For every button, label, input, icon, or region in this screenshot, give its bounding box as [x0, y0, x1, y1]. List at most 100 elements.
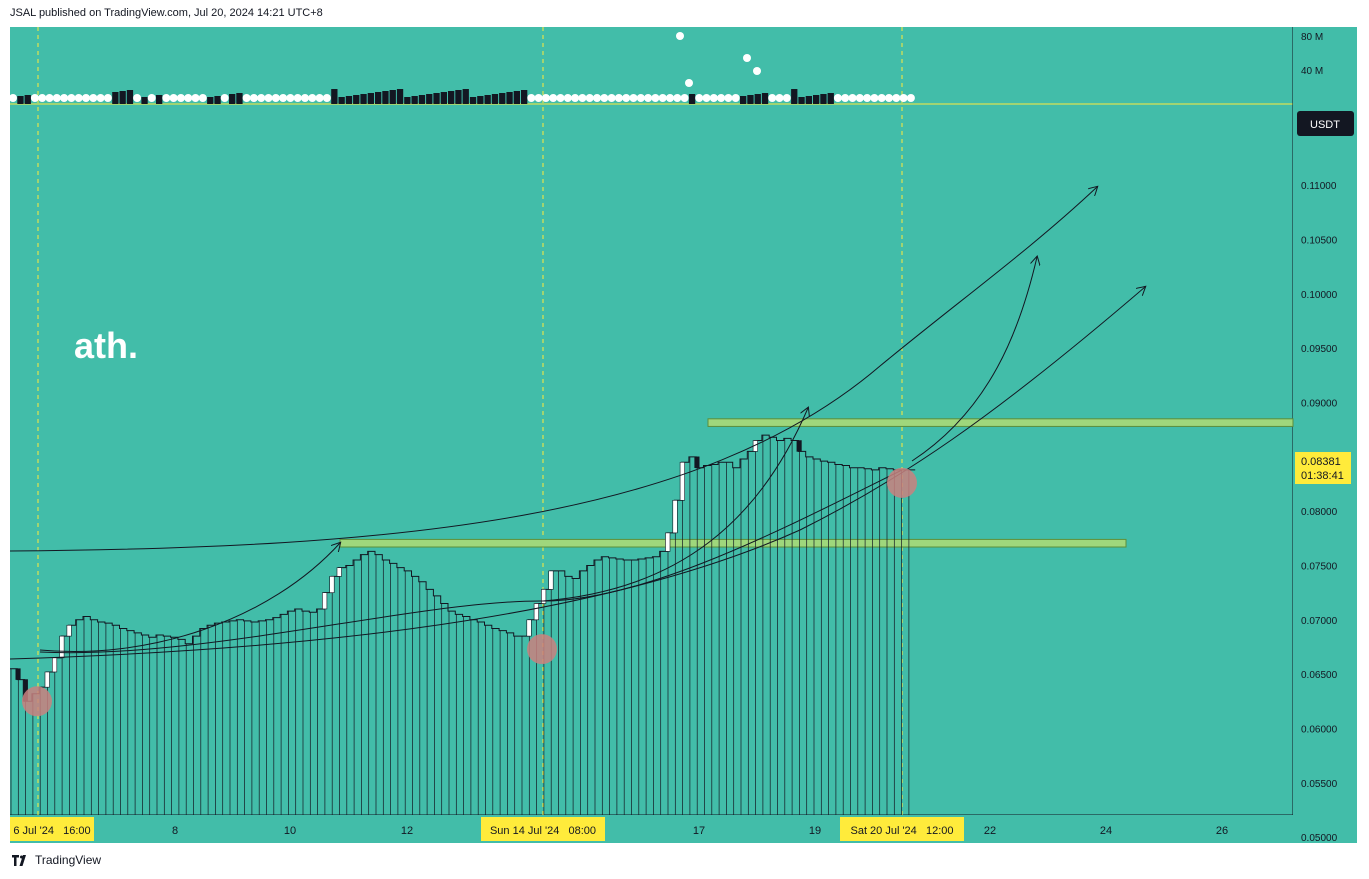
- volume-dot-75: [556, 94, 565, 102]
- x-label-7: Sat 20 Jul '24 12:00: [850, 825, 953, 837]
- volume-dot-91: [673, 94, 682, 102]
- price-tick-11: 0.06000: [1301, 724, 1338, 735]
- volume-bar-28: [214, 96, 221, 104]
- price-tick-1: 0.11000: [1301, 181, 1337, 192]
- volume-dot-38: [286, 94, 295, 102]
- volume-bar-61: [455, 90, 462, 104]
- x-label-6: 19: [809, 825, 821, 837]
- volume-dot-71: [527, 94, 536, 102]
- candle-45: [336, 567, 342, 577]
- volume-dot-81: [600, 94, 609, 102]
- volume-axis: 80 M 40 M: [1301, 32, 1323, 77]
- volume-bar-111: [820, 94, 827, 104]
- x-label-bg-4: [481, 817, 605, 841]
- tradingview-logo-icon: [12, 854, 26, 866]
- volume-bar-63: [469, 97, 477, 104]
- volume-dot-119: [877, 94, 886, 102]
- volume-bar-67: [499, 93, 506, 104]
- volume-dot-95: [702, 94, 711, 102]
- volume-dot-80: [593, 94, 601, 102]
- volume-dot-113: [833, 94, 842, 102]
- price-tick-12: 0.05500: [1301, 779, 1338, 790]
- volume-bar-1: [17, 96, 24, 104]
- trend-curve-1: [9, 287, 1145, 660]
- candle-90: [665, 532, 671, 552]
- volume-bar-108: [798, 97, 805, 104]
- volume-dot-106: [782, 94, 791, 102]
- price-tick-7: 0.08000: [1301, 507, 1338, 518]
- volume-dot-122: [899, 94, 908, 102]
- volume-bar-30: [229, 94, 236, 104]
- volume-bar-101: [747, 95, 754, 104]
- volume-dot-123: [906, 94, 915, 102]
- x-label-9: 24: [1100, 825, 1112, 837]
- volume-dot-97: [717, 94, 726, 102]
- price-tick-10: 0.06500: [1301, 670, 1338, 681]
- volume-dot-86: [636, 94, 645, 102]
- volume-dot-6: [52, 94, 61, 102]
- tradingview-brand: TradingView: [12, 853, 101, 867]
- publish-info: JSAL published on TradingView.com, Jul 2…: [10, 7, 323, 19]
- x-label-2: 10: [284, 825, 296, 837]
- volume-bar-51: [382, 91, 389, 104]
- x-label-3: 12: [401, 825, 413, 837]
- volume-bar-56: [418, 95, 426, 104]
- volume-bar-107: [791, 89, 798, 104]
- volume-dot-32: [242, 94, 251, 102]
- volume-dot-92: [680, 94, 689, 102]
- volume-bar-45: [338, 97, 345, 104]
- volume-dot-115: [848, 94, 857, 102]
- volume-bar-103: [761, 93, 769, 104]
- currency-badge[interactable]: USDT: [1297, 111, 1354, 136]
- candle-7: [59, 635, 65, 659]
- volume-dot-94: [695, 94, 704, 102]
- volume-dot-98: [724, 94, 733, 102]
- volume-bar-53: [396, 89, 404, 104]
- bar-countdown: 01:38:41: [1301, 470, 1344, 482]
- volume-dot-96: [709, 94, 718, 102]
- volume-dot-36: [271, 94, 280, 102]
- volume-dot-29: [220, 94, 229, 102]
- volume-dot-104: [768, 94, 777, 102]
- volume-bar-70: [521, 90, 528, 104]
- volume-dot-4: [38, 94, 47, 102]
- volume-spike-2: [743, 54, 751, 62]
- candle-5: [44, 671, 50, 688]
- trend-curve-4: [542, 408, 808, 602]
- volume-dot-24: [184, 94, 193, 102]
- time-axis: 6 Jul '24 16:00 8 10 12 Sun 14 Jul '24 08:00…: [10, 817, 1228, 841]
- trend-curve-3: [39, 543, 340, 653]
- volume-bar-31: [236, 93, 243, 104]
- zone-0: [707, 418, 1294, 427]
- trend-curves: [9, 187, 1145, 660]
- candle-44: [329, 576, 335, 593]
- x-label-5: 17: [693, 825, 705, 837]
- volume-bar-27: [207, 97, 214, 104]
- volume-dot-42: [315, 94, 324, 102]
- volume-dot-40: [301, 94, 309, 102]
- volume-dot-87: [644, 94, 653, 102]
- price-tick-5: 0.09000: [1301, 399, 1338, 410]
- volume-dot-5: [45, 94, 54, 102]
- volume-spike-1: [685, 79, 693, 87]
- volume-bar-58: [433, 93, 440, 104]
- volume-bar-44: [331, 89, 338, 104]
- volume-dot-114: [841, 94, 850, 102]
- volume-spike-0: [676, 32, 684, 40]
- marked-lows: [22, 467, 917, 717]
- volume-bar-18: [141, 97, 148, 104]
- time-axis-background: [10, 815, 1293, 843]
- volume-dot-79: [585, 94, 594, 102]
- price-series: [10, 434, 916, 815]
- volume-bar-109: [805, 96, 812, 104]
- trend-curve-2: [39, 469, 903, 654]
- volume-bar-66: [491, 94, 499, 104]
- candle-73: [541, 589, 547, 604]
- price-tick-4: 0.09500: [1301, 344, 1338, 355]
- volume-bar-52: [389, 90, 396, 104]
- price-tick-2: 0.10500: [1301, 236, 1338, 247]
- volume-dot-33: [249, 94, 258, 102]
- volume-dot-26: [198, 94, 207, 102]
- volume-bar-102: [754, 94, 761, 104]
